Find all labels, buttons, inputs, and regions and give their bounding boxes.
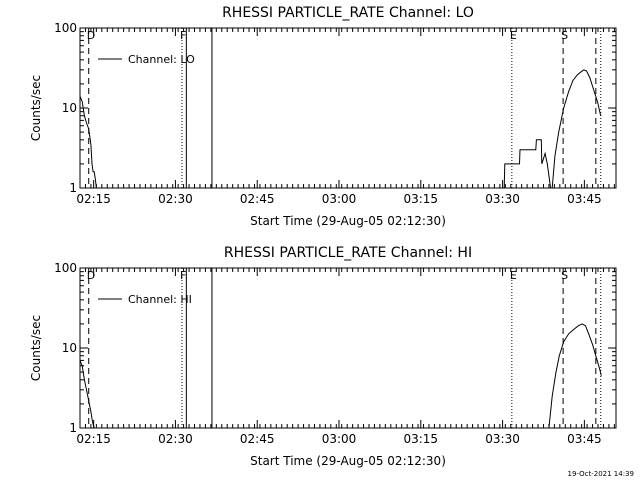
time-marker-label: E xyxy=(510,29,517,42)
data-series-line xyxy=(79,96,97,189)
data-series-line xyxy=(548,323,602,429)
x-tick-label: 03:15 xyxy=(403,432,438,446)
y-tick-label: 10 xyxy=(62,341,77,355)
x-tick-label: 03:30 xyxy=(485,192,520,206)
x-tick-label: 02:30 xyxy=(158,432,193,446)
data-series-line xyxy=(79,360,95,429)
x-tick-label: 03:30 xyxy=(485,432,520,446)
y-axis-label: Counts/sec xyxy=(29,75,43,141)
time-marker-label: S xyxy=(561,269,568,282)
data-series-line xyxy=(551,69,602,189)
chart-title: RHESSI PARTICLE_RATE Channel: LO xyxy=(222,5,474,21)
y-tick-label: 1 xyxy=(69,181,77,195)
x-tick-label: 03:00 xyxy=(322,192,357,206)
data-series-line xyxy=(503,139,552,189)
time-marker-label: S xyxy=(561,29,568,42)
timestamp-label: 19-Oct-2021 14:39 xyxy=(568,470,634,478)
x-tick-label: 02:15 xyxy=(76,432,111,446)
x-tick-label: 02:45 xyxy=(240,192,275,206)
chart-panel-hi: RHESSI PARTICLE_RATE Channel: HI Start T… xyxy=(29,245,617,468)
x-tick-label: 02:45 xyxy=(240,432,275,446)
legend-label: Channel: LO xyxy=(128,53,195,66)
plot-frame xyxy=(79,27,617,189)
y-axis-label: Counts/sec xyxy=(29,315,43,381)
x-axis-label: Start Time (29-Aug-05 02:12:30) xyxy=(250,214,446,228)
chart-title: RHESSI PARTICLE_RATE Channel: HI xyxy=(224,245,472,261)
x-tick-label: 02:30 xyxy=(158,192,193,206)
x-tick-label: 02:15 xyxy=(76,192,111,206)
y-tick-label: 1 xyxy=(69,421,77,435)
legend-label: Channel: HI xyxy=(128,293,192,306)
time-marker-label: E xyxy=(510,269,517,282)
y-tick-label: 100 xyxy=(54,261,77,275)
x-tick-label: 03:45 xyxy=(567,192,602,206)
time-marker-label: D xyxy=(87,29,95,42)
time-marker-label: D xyxy=(87,269,95,282)
plot-frame xyxy=(79,267,617,429)
x-tick-label: 03:45 xyxy=(567,432,602,446)
y-tick-label: 10 xyxy=(62,101,77,115)
time-marker-label: F xyxy=(180,269,186,282)
x-tick-label: 03:15 xyxy=(403,192,438,206)
time-marker-label: F xyxy=(180,29,186,42)
x-axis-label: Start Time (29-Aug-05 02:12:30) xyxy=(250,454,446,468)
x-tick-label: 03:00 xyxy=(322,432,357,446)
y-tick-label: 100 xyxy=(54,21,77,35)
chart-panel-lo: RHESSI PARTICLE_RATE Channel: LO Start T… xyxy=(29,5,617,228)
